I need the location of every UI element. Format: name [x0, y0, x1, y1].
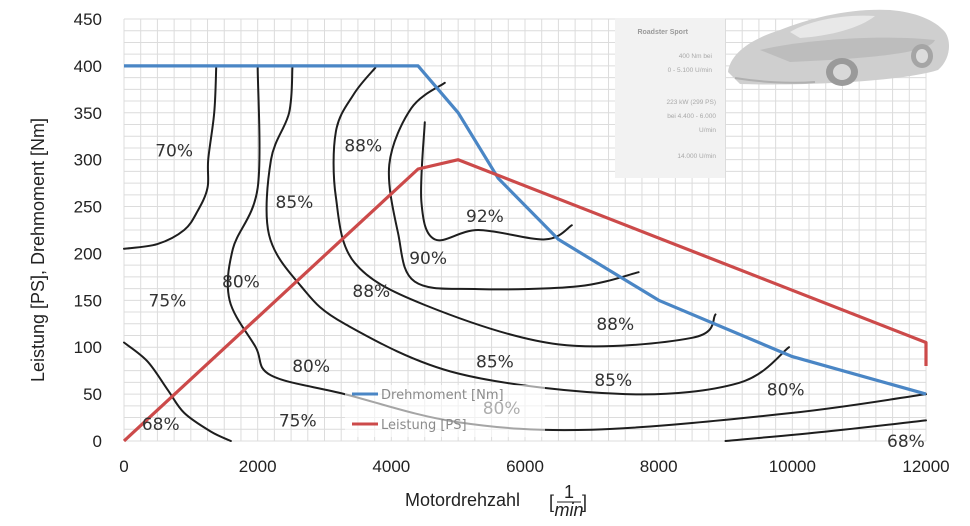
y-tick-label: 350 [74, 104, 102, 123]
x-axis-title-text: Motordrehzahl [405, 490, 520, 510]
y-tick-label: 50 [83, 385, 102, 404]
info-box-line-1: 400 Nm bei [679, 53, 712, 60]
legend-label-power: Leistung [PS] [381, 418, 467, 433]
x-axis-bracket-open: [ [549, 492, 554, 512]
info-box-background [615, 18, 725, 178]
efficiency-label: 88% [344, 137, 382, 157]
efficiency-contour-85 [265, 66, 790, 396]
y-tick-label: 200 [74, 244, 102, 263]
vehicle-info-box: Roadster Sport 400 Nm bei 0 - 5.100 U/mi… [615, 9, 950, 178]
efficiency-label: 68% [887, 432, 925, 452]
x-tick-label: 6000 [506, 457, 544, 476]
grid [123, 18, 927, 442]
y-tick-label: 450 [74, 10, 102, 29]
efficiency-labels: 70% 75% 68% 80% 85% 88% 80% 75% 88% 92% 90% 85% 80% 8… [142, 137, 925, 452]
efficiency-label: 75% [149, 291, 187, 311]
x-axis-unit-denominator: min [554, 500, 583, 520]
legend-background [345, 385, 545, 437]
x-axis-bracket-close: ] [582, 492, 587, 512]
legend-label-torque: Drehmoment [Nm] [381, 388, 504, 403]
y-axis-title: Leistung [PS], Drehmoment [Nm] [28, 118, 48, 382]
x-tick-labels: 0 2000 4000 6000 8000 10000 12000 [119, 457, 949, 476]
efficiency-label: 90% [409, 249, 447, 269]
torque-line [124, 64, 927, 396]
info-box-line-2: 0 - 5.100 U/min [668, 67, 713, 74]
y-tick-labels: 0 50 100 150 200 250 300 350 400 450 [74, 10, 102, 451]
efficiency-label: 80% [292, 357, 330, 377]
x-tick-label: 2000 [239, 457, 277, 476]
info-box-line-6: 14.000 U/min [677, 153, 716, 160]
y-tick-label: 400 [74, 57, 102, 76]
efficiency-label: 80% [222, 273, 260, 293]
efficiency-label: 85% [476, 352, 514, 372]
x-tick-label: 12000 [902, 457, 949, 476]
info-box-line-3: 223 kW (299 PS) [667, 99, 717, 106]
efficiency-contour-75 [123, 341, 232, 442]
efficiency-contour-80 [226, 66, 927, 432]
efficiency-contour-70 [123, 66, 218, 250]
efficiency-label: 88% [596, 315, 634, 335]
info-box-title: Roadster Sport [637, 29, 688, 36]
efficiency-label: 75% [279, 411, 317, 431]
x-axis-title: Motordrehzahl [ 1 min ] [405, 482, 587, 520]
efficiency-contour-90 [387, 81, 640, 291]
info-box-line-5: U/min [699, 127, 716, 134]
efficiency-label: 70% [155, 141, 193, 161]
efficiency-contour-68 [724, 419, 927, 442]
x-tick-label: 10000 [769, 457, 816, 476]
series-lines [122, 64, 928, 443]
efficiency-label: 85% [276, 193, 314, 213]
efficiency-label: 68% [142, 415, 180, 435]
power-line [122, 158, 928, 443]
x-axis-unit-numerator: 1 [564, 482, 574, 502]
y-tick-label: 150 [74, 291, 102, 310]
y-tick-label: 100 [74, 338, 102, 357]
efficiency-label: 92% [466, 207, 504, 227]
efficiency-label: 80% [767, 380, 805, 400]
x-tick-label: 8000 [640, 457, 678, 476]
info-box-line-4: bei 4.400 - 6.000 [667, 113, 716, 120]
efficiency-contour-92 [420, 121, 573, 242]
efficiency-label: 88% [352, 282, 390, 302]
y-tick-label: 250 [74, 198, 102, 217]
efficiency-label: 85% [594, 371, 632, 391]
x-tick-label: 4000 [372, 457, 410, 476]
efficiency-contours [123, 66, 927, 442]
efficiency-contour-88 [332, 66, 717, 348]
roadster-car-image [728, 9, 950, 86]
y-tick-label: 300 [74, 151, 102, 170]
x-tick-label: 0 [119, 457, 128, 476]
y-tick-label: 0 [93, 432, 102, 451]
legend: Drehmoment [Nm] Leistung [PS] [345, 385, 545, 437]
